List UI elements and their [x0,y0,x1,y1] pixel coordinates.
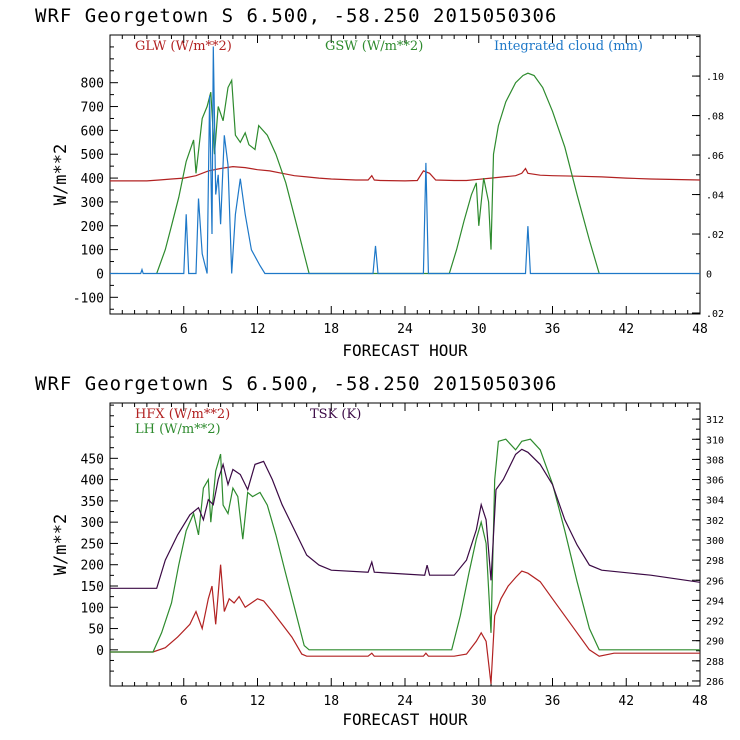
chart-title: WRF Georgetown S 6.500, -58.250 20150503… [35,373,557,395]
x-tick-label: 36 [545,694,561,709]
y2-tick-label: 292 [706,617,724,628]
x-tick-label: 42 [618,322,634,337]
legend-entry: LH (W/m**2) [135,422,221,437]
y-axis-left: -100 0 100 200 300 400 500 600 700 800 [73,34,118,310]
y-tick-label: 300 [81,196,104,211]
x-axis: 6 12 18 24 30 36 42 48 [109,35,708,337]
y-axis-right: .02 0 .02 .04 .06 .08 .10 [692,36,724,320]
y-tick-label: 450 [81,452,104,467]
y-tick-label: 0 [96,644,104,659]
x-tick-label: 18 [323,322,339,337]
y-tick-label: 800 [81,77,104,92]
x-tick-label: 6 [180,322,188,337]
x-tick-label: 30 [471,694,487,709]
y-tick-label: 350 [81,495,104,510]
y2-tick-label: 286 [706,677,724,688]
x-tick-label: 36 [545,322,561,337]
series-line-lh [110,438,700,653]
x-tick-label: 6 [180,694,188,709]
x-axis: 6 12 18 24 30 36 42 48 [109,403,708,709]
series-line-tsk [110,448,700,589]
y-tick-label: 100 [81,601,104,616]
y2-tick-label: 294 [706,596,724,607]
chart-title: WRF Georgetown S 6.500, -58.250 20150503… [35,5,557,27]
plot-frame [109,402,701,687]
y-tick-label: 100 [81,244,104,259]
y-tick-label: 400 [81,474,104,489]
y-tick-label: -100 [73,291,104,306]
y2-tick-label: 312 [706,415,724,426]
chart-1: WRF Georgetown S 6.500, -58.250 20150503… [35,5,724,360]
x-tick-label: 12 [250,322,266,337]
legend-entry: HFX (W/m**2) [135,407,230,422]
x-tick-label: 12 [250,694,266,709]
x-tick-label: 30 [471,322,487,337]
y-tick-label: 200 [81,220,104,235]
series-line-gsw [156,72,600,275]
y-tick-label: 500 [81,148,104,163]
x-axis-label: FORECAST HOUR [342,341,468,360]
y-tick-label: 700 [81,101,104,116]
x-tick-label: 18 [323,694,339,709]
y2-tick-label: 308 [706,455,724,466]
y2-tick-label: 0 [706,270,712,281]
y-tick-label: 600 [81,124,104,139]
y-axis-right: 286 288 290 292 294 296 298 300 302 304 306 308 310 3… [692,408,724,688]
y2-tick-label: .02 [706,309,724,320]
legend-entry: GLW (W/m**2) [135,39,232,54]
chart-2: WRF Georgetown S 6.500, -58.250 20150503… [35,373,724,729]
legend-entry: TSK (K) [310,407,361,422]
x-tick-label: 42 [618,694,634,709]
y2-tick-label: .04 [706,191,724,202]
x-tick-label: 48 [692,694,708,709]
y2-tick-label: 296 [706,576,724,587]
y-tick-label: 250 [81,537,104,552]
series-line-hfx [110,564,700,684]
y-axis-label: W/m**2 [51,514,71,575]
y-tick-label: 0 [96,267,104,282]
x-tick-label: 48 [692,322,708,337]
y2-tick-label: 306 [706,476,724,487]
y2-tick-label: 302 [706,516,724,527]
y-tick-label: 150 [81,580,104,595]
x-axis-label: FORECAST HOUR [342,710,468,729]
y-tick-label: 400 [81,172,104,187]
x-tick-label: 24 [397,322,413,337]
y-tick-label: 50 [88,623,104,638]
x-tick-label: 24 [397,694,413,709]
y2-tick-label: 304 [706,496,724,507]
y-tick-label: 200 [81,559,104,574]
series-line-glw [110,165,700,182]
y2-tick-label: .06 [706,151,724,162]
y2-tick-label: .08 [706,112,724,123]
y2-tick-label: 300 [706,536,724,547]
y-axis-label: W/m**2 [51,144,71,205]
y2-tick-label: 298 [706,556,724,567]
y2-tick-label: 310 [706,435,724,446]
legend-entry: Integrated cloud (mm) [494,39,643,54]
y-tick-label: 300 [81,516,104,531]
y2-tick-label: .02 [706,230,724,241]
series-line-integrated [110,46,700,275]
legend-entry: GSW (W/m**2) [325,39,423,54]
y-axis-left: 0 50 100 150 200 250 300 350 400 450 [81,404,118,672]
y2-tick-label: .10 [706,72,724,83]
y2-tick-label: 290 [706,637,724,648]
y2-tick-label: 288 [706,657,724,668]
